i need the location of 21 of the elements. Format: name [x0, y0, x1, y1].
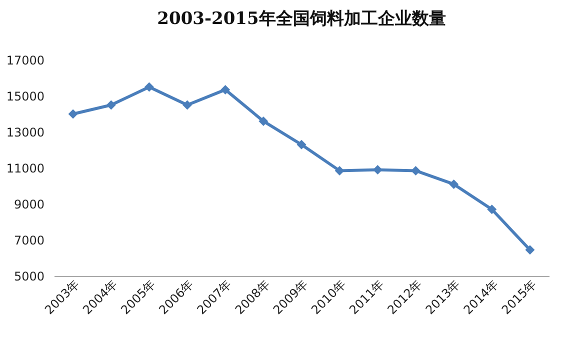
point — [144, 82, 154, 92]
point — [372, 165, 382, 175]
point — [296, 140, 306, 150]
y-tick-label: 9000 — [14, 198, 44, 212]
point — [258, 116, 268, 126]
y-tick-label: 15000 — [6, 90, 44, 104]
point — [449, 179, 459, 189]
point — [410, 166, 420, 176]
y-tick-label: 17000 — [6, 54, 44, 68]
point — [525, 245, 535, 255]
point — [220, 84, 230, 94]
point — [182, 100, 192, 110]
point — [487, 204, 497, 214]
y-tick-label: 5000 — [14, 270, 44, 284]
point — [106, 100, 116, 110]
y-tick-label: 13000 — [6, 126, 44, 140]
y-tick-label: 11000 — [6, 162, 44, 176]
point — [68, 109, 78, 119]
point — [334, 166, 344, 176]
y-tick-label: 7000 — [14, 234, 44, 248]
chart-title: 2003-2015年全国饲料加工企业数量 — [157, 9, 446, 29]
